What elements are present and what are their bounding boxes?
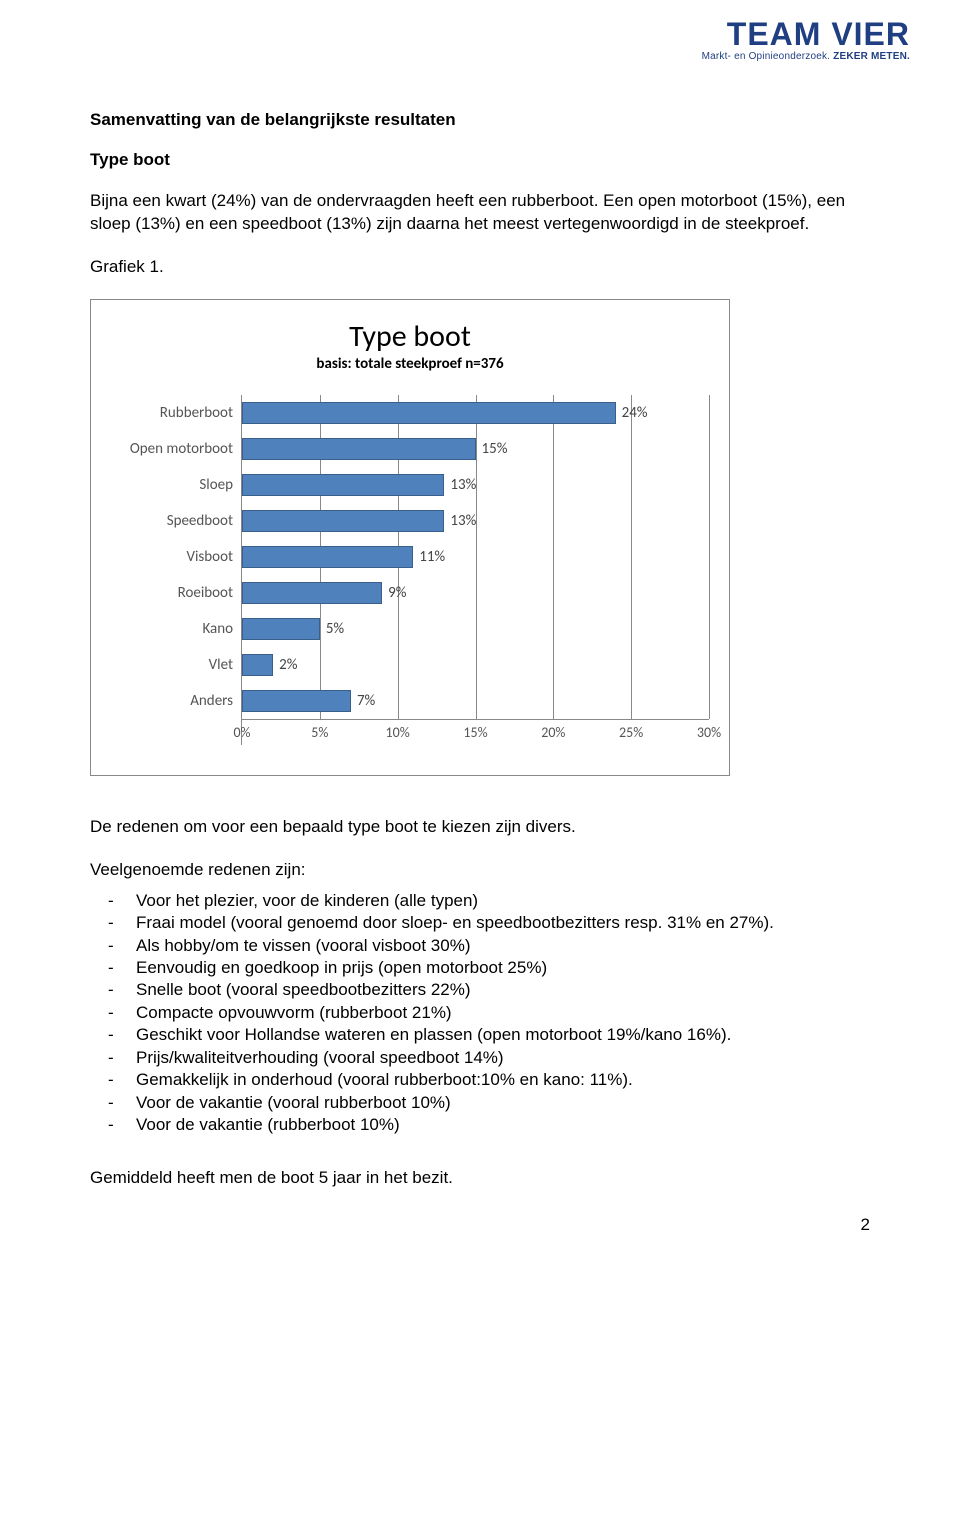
plot-area: 24%15%13%13%11%9%5%2%7% 0%5%10%15%20%25%… bbox=[241, 395, 709, 745]
intro-paragraph: Bijna een kwart (24%) van de ondervraagd… bbox=[90, 190, 870, 236]
y-axis-label: Vlet bbox=[111, 647, 241, 683]
list-item: Als hobby/om te vissen (vooral visboot 3… bbox=[136, 935, 870, 957]
list-item: Gemakkelijk in onderhoud (vooral rubberb… bbox=[136, 1069, 870, 1091]
bar bbox=[242, 438, 476, 460]
y-axis-label: Open motorboot bbox=[111, 431, 241, 467]
x-axis-tick: 15% bbox=[463, 724, 487, 741]
sub-title: Type boot bbox=[90, 150, 870, 170]
bar bbox=[242, 546, 413, 568]
x-axis-tick: 25% bbox=[619, 724, 643, 741]
x-axis-tick: 0% bbox=[233, 724, 250, 741]
y-axis-labels: RubberbootOpen motorbootSloepSpeedbootVi… bbox=[111, 395, 241, 745]
logo-tagline: Markt- en Opinieonderzoek. ZEKER METEN. bbox=[702, 51, 910, 62]
bar-row: 13% bbox=[242, 467, 709, 503]
list-item: Voor het plezier, voor de kinderen (alle… bbox=[136, 890, 870, 912]
list-item: Prijs/kwaliteitverhouding (vooral speedb… bbox=[136, 1047, 870, 1069]
y-axis-label: Kano bbox=[111, 611, 241, 647]
followup-2: Veelgenoemde redenen zijn: bbox=[90, 859, 870, 882]
y-axis-label: Roeiboot bbox=[111, 575, 241, 611]
chart-plot: RubberbootOpen motorbootSloepSpeedbootVi… bbox=[101, 395, 719, 745]
y-axis-label: Rubberboot bbox=[111, 395, 241, 431]
logo-main-text: TEAM VIER bbox=[702, 16, 910, 53]
bar-value-label: 2% bbox=[279, 656, 297, 674]
chart-subtitle: basis: totale steekproef n=376 bbox=[101, 355, 719, 373]
list-item: Voor de vakantie (rubberboot 10%) bbox=[136, 1114, 870, 1136]
section-title: Samenvatting van de belangrijkste result… bbox=[90, 110, 870, 130]
bar-value-label: 7% bbox=[357, 692, 375, 710]
bar-value-label: 11% bbox=[419, 548, 445, 566]
list-item: Geschikt voor Hollandse wateren en plass… bbox=[136, 1024, 870, 1046]
chart-label: Grafiek 1. bbox=[90, 256, 870, 279]
x-axis-tick: 5% bbox=[311, 724, 328, 741]
x-axis-tick: 20% bbox=[541, 724, 565, 741]
document-page: TEAM VIER Markt- en Opinieonderzoek. ZEK… bbox=[0, 0, 960, 1249]
x-axis-tick: 30% bbox=[697, 724, 721, 741]
list-item: Compacte opvouwvorm (rubberboot 21%) bbox=[136, 1002, 870, 1024]
list-item: Eenvoudig en goedkoop in prijs (open mot… bbox=[136, 957, 870, 979]
bar bbox=[242, 474, 444, 496]
y-axis-label: Speedboot bbox=[111, 503, 241, 539]
bar bbox=[242, 618, 320, 640]
bars-group: 24% 15% 13% 13% 11% 9% 5% 2% 7% bbox=[242, 395, 709, 719]
bar-value-label: 9% bbox=[388, 584, 406, 602]
x-axis: 0%5%10%15%20%25%30% bbox=[242, 719, 709, 745]
bar-row: 24% bbox=[242, 395, 709, 431]
closing-paragraph: Gemiddeld heeft men de boot 5 jaar in he… bbox=[90, 1167, 870, 1190]
bar bbox=[242, 690, 351, 712]
bar-row: 5% bbox=[242, 611, 709, 647]
bar-row: 2% bbox=[242, 647, 709, 683]
list-item: Fraai model (vooral genoemd door sloep- … bbox=[136, 912, 870, 934]
chart-container: Type boot basis: totale steekproef n=376… bbox=[90, 299, 730, 776]
bar-value-label: 15% bbox=[482, 440, 508, 458]
bar-row: 11% bbox=[242, 539, 709, 575]
y-axis-label: Anders bbox=[111, 683, 241, 719]
bar-row: 7% bbox=[242, 683, 709, 719]
x-axis-tick: 10% bbox=[386, 724, 410, 741]
bar-row: 13% bbox=[242, 503, 709, 539]
bar-value-label: 24% bbox=[622, 404, 648, 422]
bar-row: 15% bbox=[242, 431, 709, 467]
content-area: Samenvatting van de belangrijkste result… bbox=[90, 110, 870, 1189]
bar bbox=[242, 510, 444, 532]
bar-value-label: 13% bbox=[450, 512, 476, 530]
bar bbox=[242, 654, 273, 676]
brand-logo: TEAM VIER Markt- en Opinieonderzoek. ZEK… bbox=[702, 16, 910, 62]
y-axis-label: Visboot bbox=[111, 539, 241, 575]
bar bbox=[242, 402, 616, 424]
gridline bbox=[709, 395, 710, 719]
bar-value-label: 13% bbox=[450, 476, 476, 494]
reasons-list: Voor het plezier, voor de kinderen (alle… bbox=[90, 890, 870, 1137]
bar-value-label: 5% bbox=[326, 620, 344, 638]
bar bbox=[242, 582, 382, 604]
page-number: 2 bbox=[861, 1215, 870, 1235]
followup-1: De redenen om voor een bepaald type boot… bbox=[90, 816, 870, 839]
y-axis-label: Sloep bbox=[111, 467, 241, 503]
bar-row: 9% bbox=[242, 575, 709, 611]
chart-title: Type boot bbox=[101, 318, 719, 355]
list-item: Snelle boot (vooral speedbootbezitters 2… bbox=[136, 979, 870, 1001]
list-item: Voor de vakantie (vooral rubberboot 10%) bbox=[136, 1092, 870, 1114]
